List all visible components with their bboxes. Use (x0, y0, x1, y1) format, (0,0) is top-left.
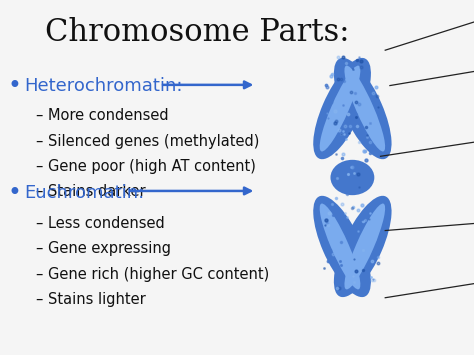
Ellipse shape (345, 66, 385, 152)
Text: – Stains lighter: – Stains lighter (36, 293, 146, 307)
Text: – Gene rich (higher GC content): – Gene rich (higher GC content) (36, 267, 269, 282)
Text: – Gene poor (high AT content): – Gene poor (high AT content) (36, 159, 256, 174)
Text: Euchromatin:: Euchromatin: (24, 184, 145, 202)
Text: – Stains darker: – Stains darker (36, 185, 146, 200)
Ellipse shape (334, 58, 392, 159)
Ellipse shape (334, 196, 392, 297)
Text: Heterochromatin:: Heterochromatin: (24, 77, 182, 94)
Text: – Silenced genes (methylated): – Silenced genes (methylated) (36, 133, 259, 149)
Ellipse shape (319, 66, 360, 152)
Ellipse shape (345, 203, 385, 289)
Text: – More condensed: – More condensed (36, 108, 168, 123)
Ellipse shape (319, 203, 360, 289)
Ellipse shape (330, 160, 374, 195)
Ellipse shape (313, 58, 371, 159)
Text: •: • (8, 73, 22, 98)
Ellipse shape (313, 196, 371, 297)
Text: – Gene expressing: – Gene expressing (36, 241, 171, 256)
Text: •: • (8, 181, 22, 206)
Text: – Less condensed: – Less condensed (36, 216, 164, 231)
Text: Chromosome Parts:: Chromosome Parts: (46, 17, 350, 48)
